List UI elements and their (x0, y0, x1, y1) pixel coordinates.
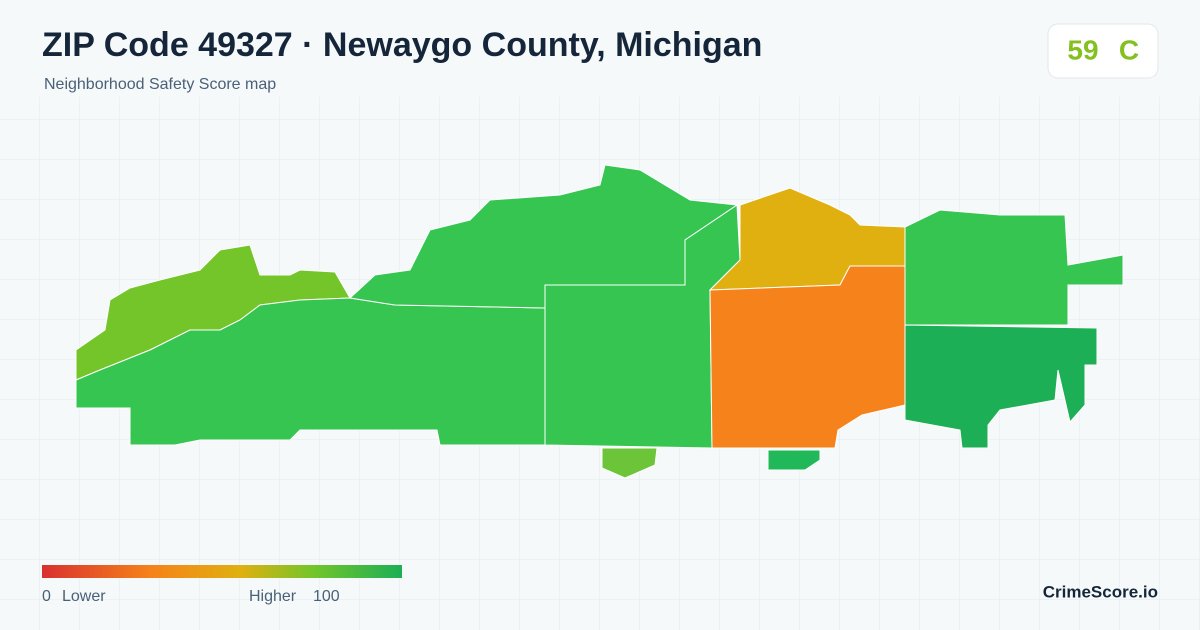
region (904, 324, 1098, 449)
legend-gradient (42, 565, 402, 578)
region (709, 265, 906, 449)
region (767, 449, 821, 471)
legend-max: 100 (313, 588, 340, 605)
score-badge (1047, 23, 1159, 79)
region (601, 447, 658, 479)
brand: CrimeScore.io (1043, 582, 1158, 601)
region (904, 209, 1124, 326)
subtitle: Neighborhood Safety Score map (44, 76, 276, 93)
grade: C (1119, 34, 1139, 65)
title: ZIP Code 49327 · Newaygo County, Michiga… (42, 26, 762, 64)
legend-min: 0 (42, 588, 51, 605)
score: 59 (1067, 34, 1098, 65)
legend-max-label: Higher (249, 588, 297, 605)
map (75, 164, 1124, 479)
legend-min-label: Lower (62, 588, 106, 605)
